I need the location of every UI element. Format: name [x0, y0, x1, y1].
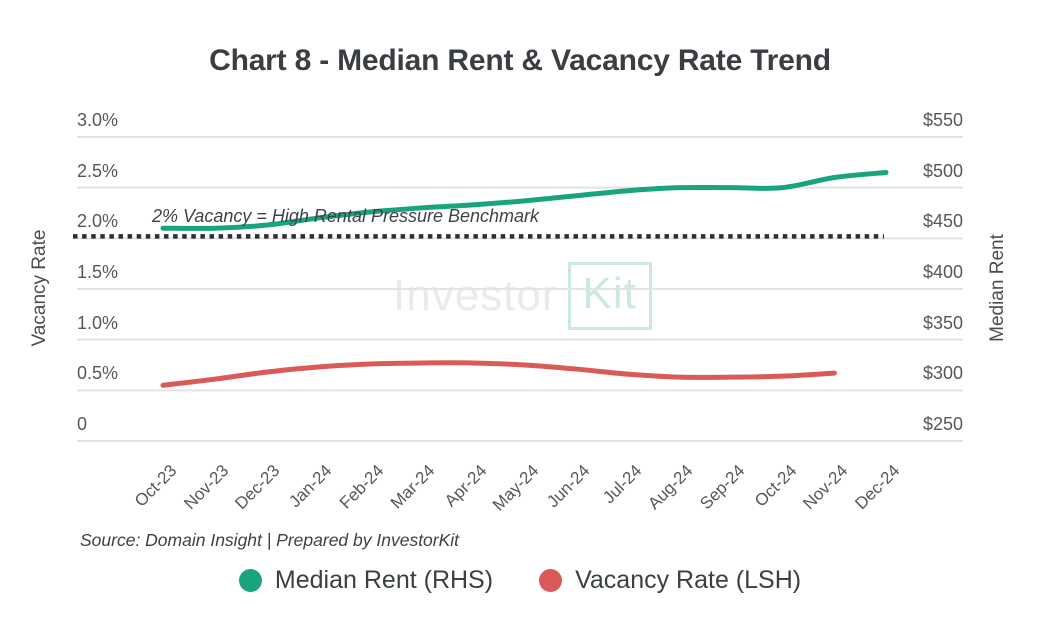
watermark-investor-text: Investor — [393, 271, 558, 320]
investorkit-watermark: Investor Kit — [393, 262, 652, 330]
vacancy-rate-swatch-icon — [539, 569, 563, 592]
left-axis-title: Vacancy Rate — [29, 229, 50, 347]
right-axis-tick: $400 — [922, 262, 963, 282]
left-axis-tick: 0.5% — [77, 363, 119, 384]
right-axis-tick: $300 — [922, 363, 963, 384]
source-note: Source: Domain Insight | Prepared by Inv… — [80, 530, 460, 550]
left-axis-tick: 0 — [77, 414, 88, 434]
left-axis-tick: 1.5% — [77, 262, 119, 282]
left-axis-tick: 2.5% — [77, 160, 119, 181]
left-axis-tick: 3.0% — [77, 110, 119, 130]
right-axis-tick: $250 — [922, 414, 963, 434]
legend-label-median-rent: Median Rent (RHS) — [274, 566, 494, 594]
right-axis-tick: $350 — [922, 312, 963, 333]
legend-item-median-rent: Median Rent (RHS) — [238, 566, 494, 595]
legend-item-vacancy-rate: Vacancy Rate (LSH) — [539, 566, 801, 595]
chart-legend: Median Rent (RHS) Vacancy Rate (LSH) — [0, 566, 1040, 595]
series-line-median-rent-rhs — [160, 169, 889, 231]
benchmark-annotation: 2% Vacancy = High Rental Pressure Benchm… — [152, 206, 540, 226]
left-axis-tick: 2.0% — [77, 211, 119, 232]
chart-title: Chart 8 - Median Rent & Vacancy Rate Tre… — [209, 44, 831, 77]
right-axis-tick: $500 — [922, 160, 963, 181]
right-axis-title: Median Rent — [987, 234, 1008, 342]
median-rent-swatch-icon — [238, 569, 262, 592]
right-axis-tick: $450 — [922, 211, 963, 232]
series-line-vacancy-rate-lsh — [160, 360, 837, 388]
left-axis-tick: 1.0% — [77, 312, 119, 333]
right-axis-tick: $550 — [922, 110, 963, 130]
legend-label-vacancy-rate: Vacancy Rate (LSH) — [575, 566, 802, 594]
watermark-kit-box: Kit — [567, 262, 652, 330]
